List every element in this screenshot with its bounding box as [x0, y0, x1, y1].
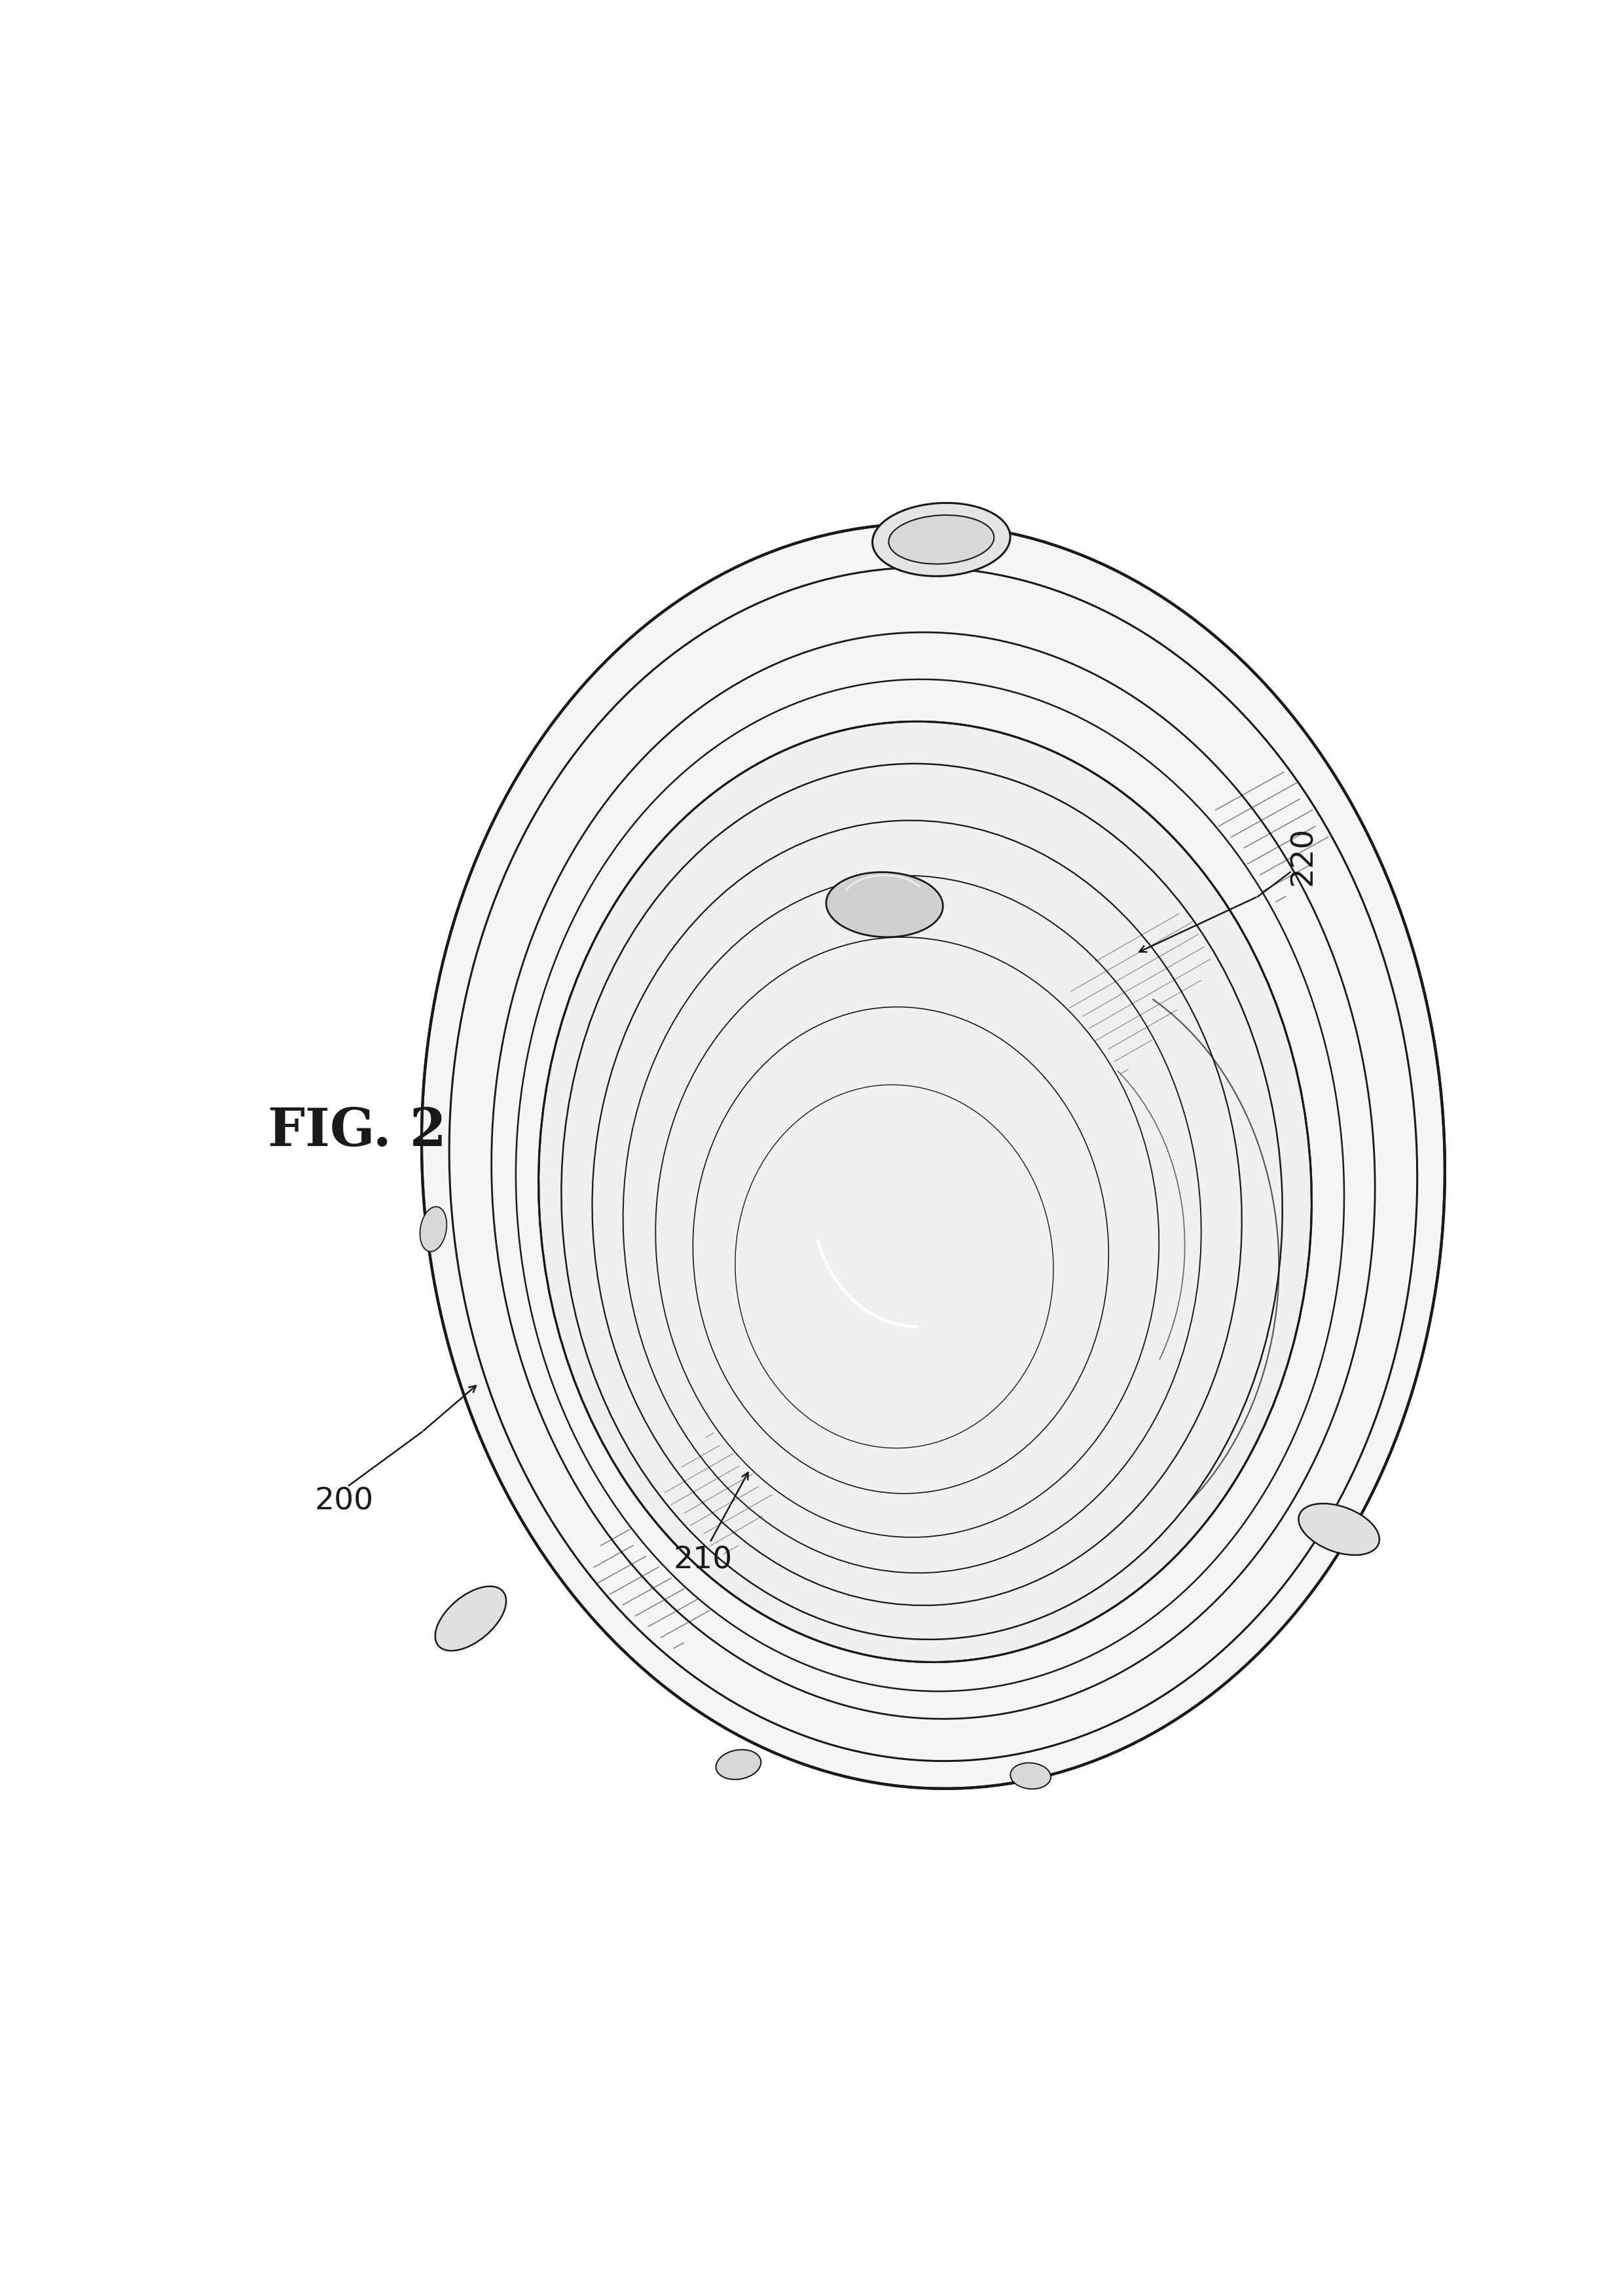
Text: FIG. 2: FIG. 2 [268, 1107, 446, 1157]
Ellipse shape [435, 1587, 506, 1651]
Ellipse shape [1298, 1504, 1380, 1554]
Ellipse shape [716, 1750, 761, 1779]
Ellipse shape [826, 872, 943, 937]
Ellipse shape [873, 503, 1010, 576]
Ellipse shape [420, 1208, 446, 1251]
Ellipse shape [539, 721, 1311, 1662]
Text: 210: 210 [674, 1545, 732, 1575]
Ellipse shape [889, 514, 993, 565]
Text: 200: 200 [315, 1488, 373, 1515]
Ellipse shape [1011, 1763, 1050, 1789]
Text: 220: 220 [1289, 827, 1318, 886]
Ellipse shape [422, 523, 1444, 1789]
